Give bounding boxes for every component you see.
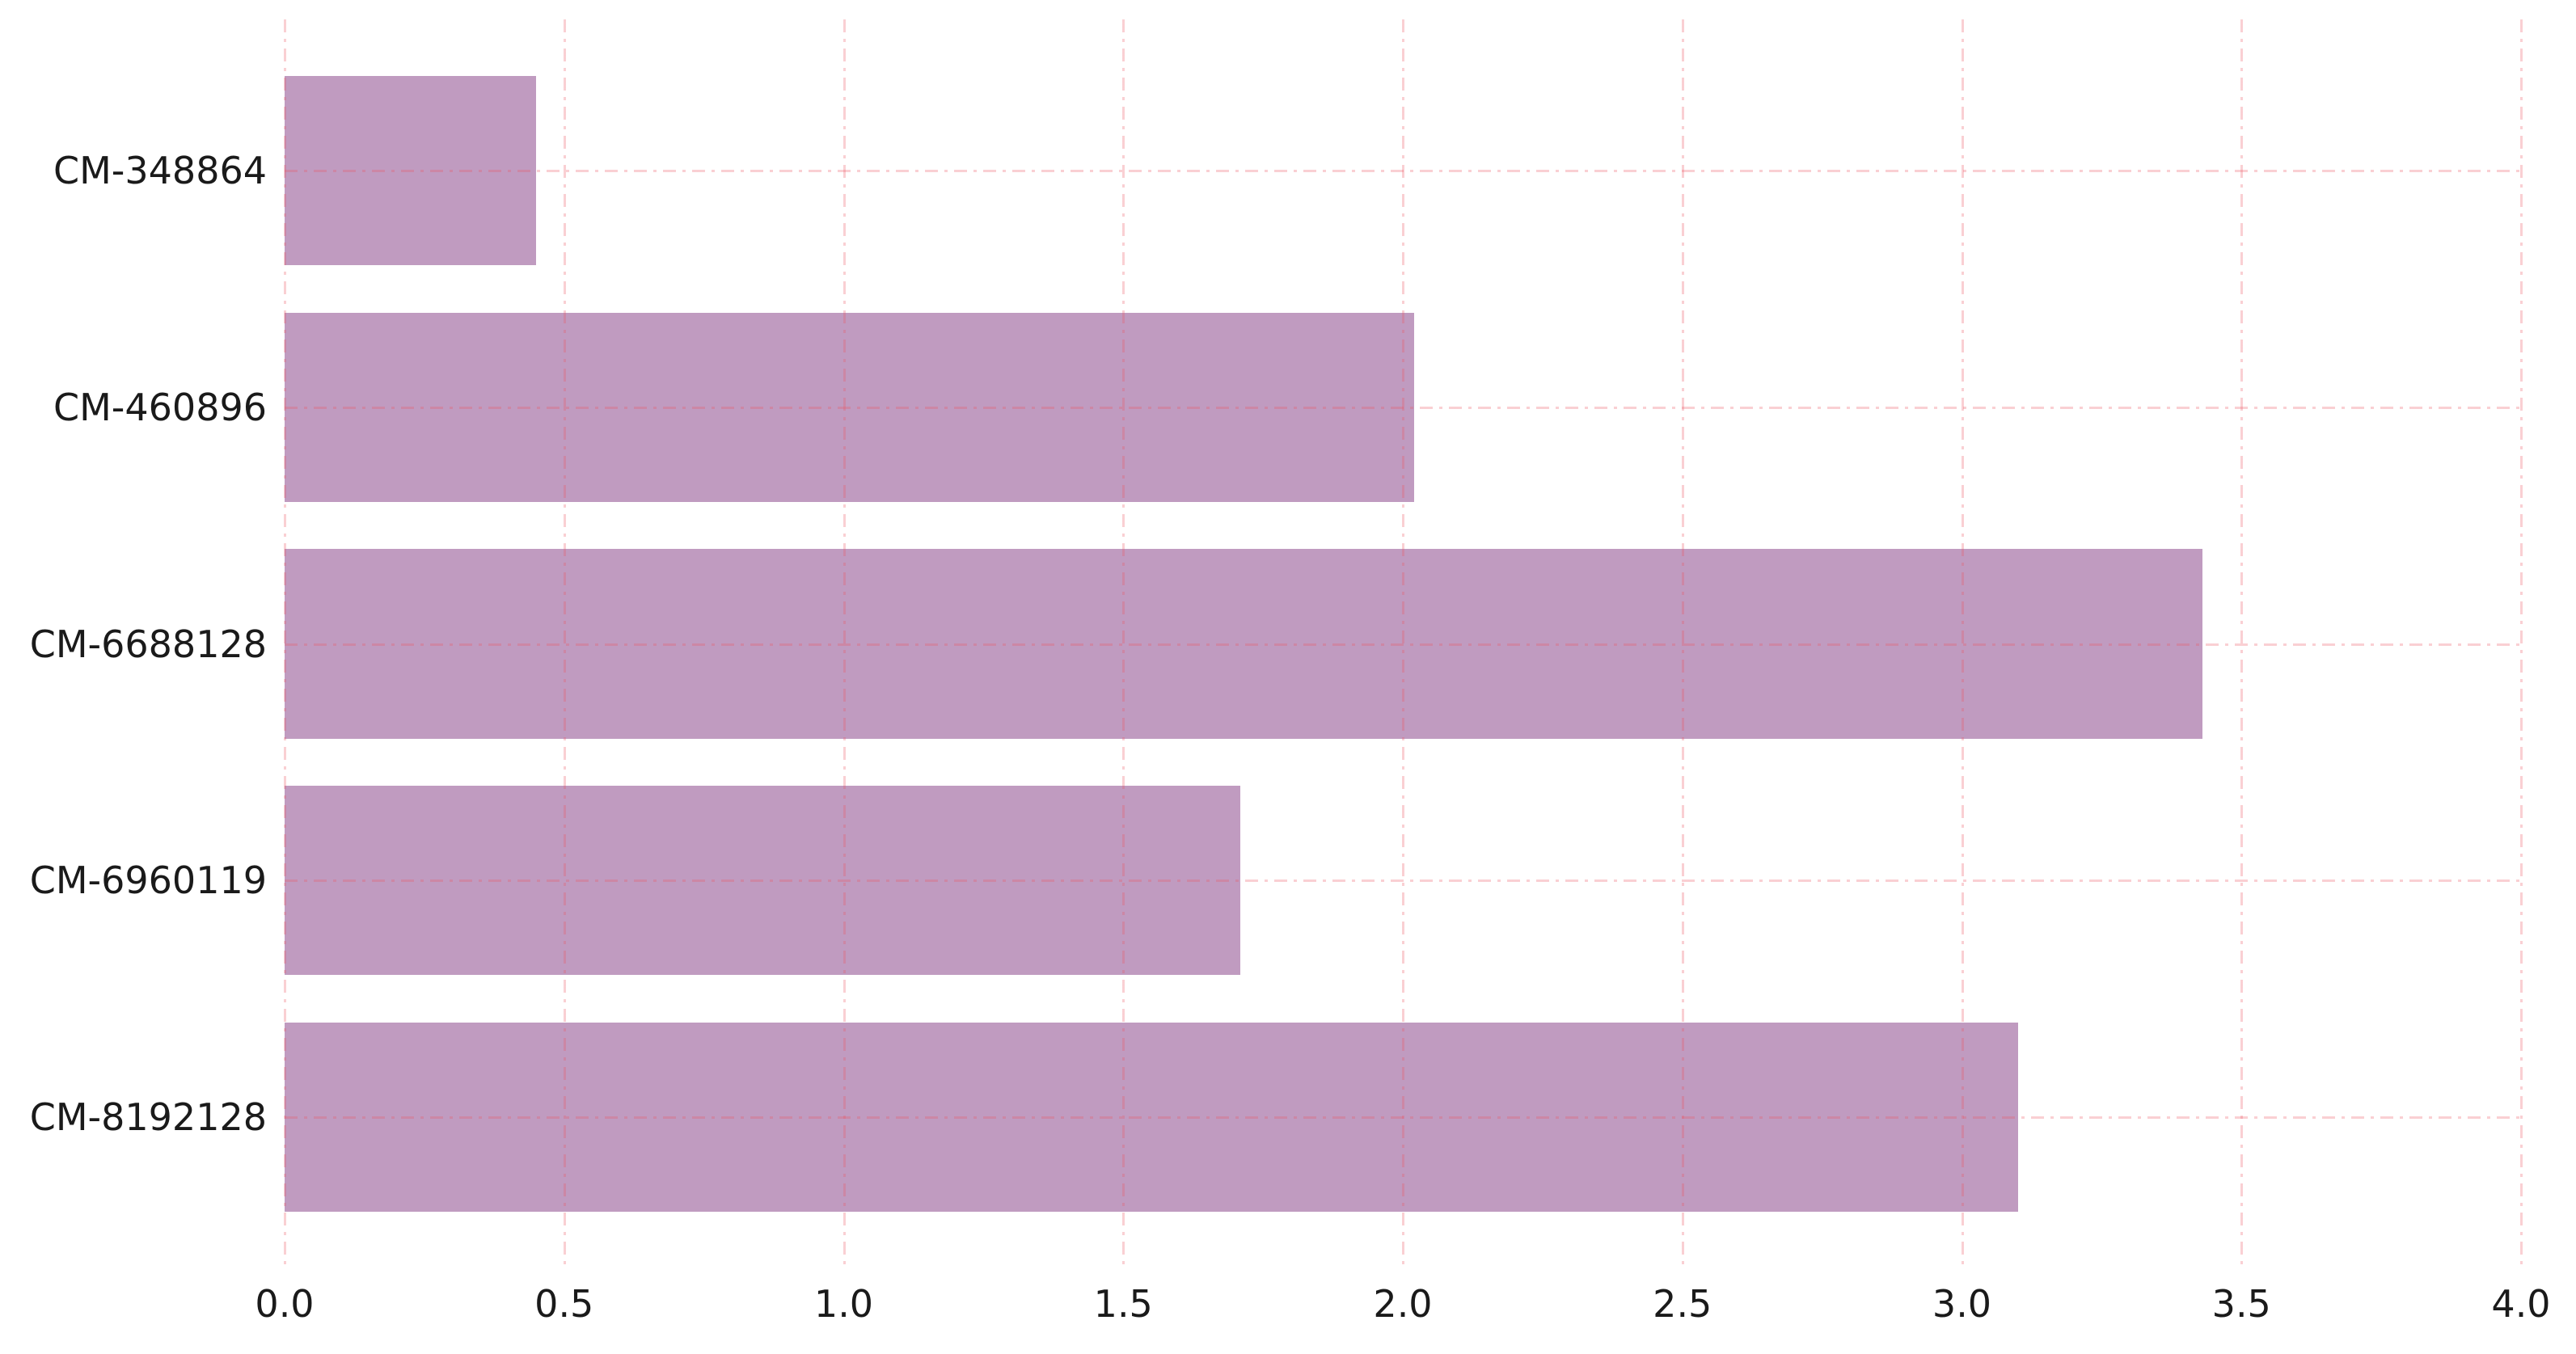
bar-CM-6688128 [285,549,2202,739]
x-tick-label: 0.0 [255,1282,315,1326]
x-tick-label: 0.5 [534,1282,594,1326]
gridline-horizontal [285,170,2521,173]
y-tick-label: CM-6960119 [29,858,267,903]
gridline-vertical [1122,19,1125,1268]
gridline-vertical [563,19,566,1268]
x-tick-label: 1.5 [1093,1282,1153,1326]
bar-CM-348864 [285,76,537,266]
gridline-vertical [2520,19,2523,1268]
x-tick-label: 3.0 [1932,1282,1992,1326]
x-axis-tick-labels: 0.0 0.5 1.0 1.5 2.0 2.5 3.0 3.5 4.0 [255,1282,2550,1334]
plot-area [284,19,2523,1268]
x-tick-label: 2.0 [1373,1282,1433,1326]
gridline-vertical [1681,19,1684,1268]
gridline-vertical [1961,19,1964,1268]
gridline-horizontal [285,1116,2521,1119]
bar-CM-460896 [285,312,1414,502]
bar-CM-8192128 [285,1022,2018,1212]
y-tick-label: CM-348864 [53,149,267,193]
gridline-vertical [284,19,286,1268]
y-tick-label: CM-460896 [53,385,267,429]
gridline-horizontal [285,879,2521,883]
y-axis-tick-labels: CM-348864 CM-460896 CM-6688128 CM-6960119 CM… [0,19,267,1268]
x-tick-label: 3.5 [2211,1282,2271,1326]
gridline-vertical [2240,19,2244,1268]
gridline-vertical [1402,19,1404,1268]
x-tick-label: 2.5 [1653,1282,1712,1326]
gridline-horizontal [285,406,2521,409]
gridline-horizontal [285,643,2521,646]
x-tick-label: 4.0 [2491,1282,2551,1326]
x-tick-label: 1.0 [813,1282,874,1326]
y-tick-label: CM-6688128 [29,622,267,666]
bar-CM-6960119 [285,786,1241,976]
y-tick-label: CM-8192128 [29,1095,267,1139]
gridline-vertical [842,19,846,1268]
